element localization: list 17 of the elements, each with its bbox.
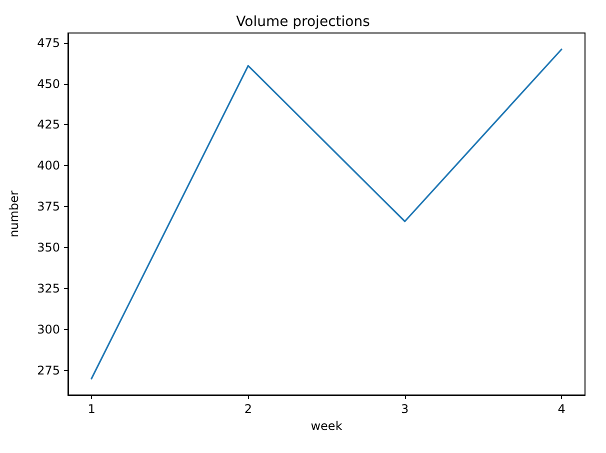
y-tick-label: 325 <box>37 282 60 296</box>
y-tick-label: 475 <box>37 36 60 50</box>
y-tick-label: 425 <box>37 118 60 132</box>
x-tick-label: 4 <box>558 402 566 416</box>
x-tick-label: 1 <box>88 402 96 416</box>
x-tick-label: 2 <box>244 402 252 416</box>
y-tick-label: 350 <box>37 240 60 255</box>
y-tick-label: 450 <box>37 76 60 91</box>
x-tick-label: 3 <box>401 402 409 416</box>
y-axis-title: number <box>7 190 21 238</box>
y-tick-label: 275 <box>37 363 60 378</box>
y-tick-label: 400 <box>37 158 60 173</box>
line-series <box>90 48 562 380</box>
chart-title: Volume projections <box>236 14 370 30</box>
y-tick-label: 300 <box>37 322 60 336</box>
x-axis-title: week <box>310 418 342 433</box>
y-tick-label: 375 <box>37 200 60 214</box>
